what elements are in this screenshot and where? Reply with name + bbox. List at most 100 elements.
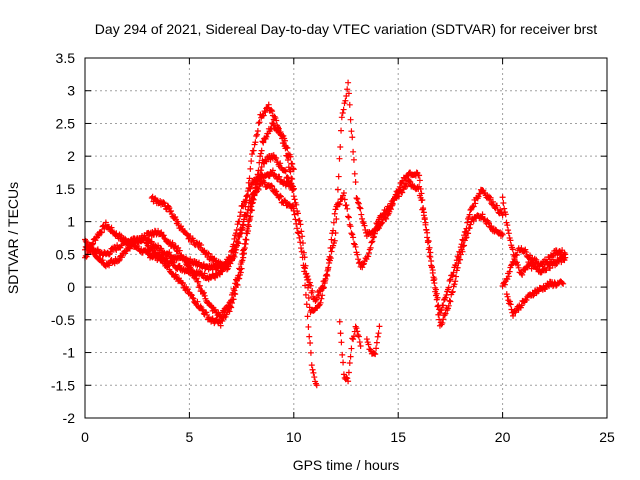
data-point: [253, 178, 260, 185]
data-point: [307, 339, 314, 346]
data-point: [293, 201, 300, 208]
data-points: [82, 79, 569, 389]
data-point: [290, 166, 297, 173]
data-point: [194, 298, 201, 305]
data-point: [505, 230, 512, 237]
data-point: [277, 192, 284, 199]
data-point: [373, 345, 380, 352]
data-point: [376, 323, 383, 330]
data-point: [416, 183, 423, 190]
data-point: [353, 325, 360, 332]
y-axis-label: SDTVAR / TECUs: [5, 182, 21, 294]
data-point: [345, 79, 352, 86]
data-point: [106, 262, 113, 269]
data-point: [158, 245, 165, 252]
data-point: [502, 211, 509, 218]
data-point: [513, 259, 520, 266]
data-point: [500, 200, 507, 207]
data-point: [504, 293, 511, 300]
data-point: [370, 233, 377, 240]
data-point: [304, 276, 311, 283]
data-point: [501, 281, 508, 288]
data-point: [433, 296, 440, 303]
data-point: [244, 193, 251, 200]
data-point: [303, 301, 310, 308]
data-point: [506, 268, 513, 275]
y-tick-label: 2.5: [56, 115, 76, 131]
data-point: [296, 217, 303, 224]
data-point: [345, 214, 352, 221]
data-point: [453, 267, 460, 274]
data-point: [449, 288, 456, 295]
data-point: [301, 268, 308, 275]
data-point: [336, 155, 343, 162]
data-point: [289, 182, 296, 189]
data-point: [294, 229, 301, 236]
data-point: [501, 205, 508, 212]
data-point: [396, 193, 403, 200]
data-point: [241, 211, 248, 218]
data-point: [244, 188, 251, 195]
data-point: [95, 232, 102, 239]
data-point: [453, 273, 460, 280]
data-point: [327, 245, 334, 252]
data-point: [431, 280, 438, 287]
data-point: [343, 202, 350, 209]
data-point: [348, 128, 355, 135]
data-point: [334, 186, 341, 193]
data-point: [302, 291, 309, 298]
data-point: [310, 369, 317, 376]
y-tick-label: -0.5: [51, 312, 75, 328]
data-point: [299, 233, 306, 240]
data-point: [374, 333, 381, 340]
x-tick-label: 25: [599, 429, 615, 445]
data-point: [361, 222, 368, 229]
data-point: [514, 261, 521, 268]
data-point: [228, 257, 235, 264]
data-point: [249, 199, 256, 206]
data-point: [428, 263, 435, 270]
data-point: [438, 306, 445, 313]
data-point: [518, 302, 525, 309]
y-tick-label: 2: [67, 148, 75, 164]
data-point: [231, 253, 238, 260]
series-track-l: [503, 278, 567, 319]
data-point: [527, 252, 534, 259]
data-point: [228, 304, 235, 311]
data-point: [172, 214, 179, 221]
data-point: [118, 254, 125, 261]
data-point: [113, 230, 120, 237]
y-tick-label: -1.5: [51, 377, 75, 393]
data-point: [249, 151, 256, 158]
data-point: [267, 126, 274, 133]
data-point: [452, 278, 459, 285]
data-point: [505, 227, 512, 234]
data-point: [254, 171, 261, 178]
data-point: [445, 284, 452, 291]
data-point: [269, 120, 276, 127]
data-point: [423, 226, 430, 233]
data-point: [273, 188, 280, 195]
data-point: [472, 200, 479, 207]
data-point: [187, 264, 194, 271]
data-point: [289, 165, 296, 172]
data-point: [335, 201, 342, 208]
data-point: [533, 256, 540, 263]
data-point: [294, 225, 301, 232]
data-point: [363, 336, 370, 343]
data-point: [233, 281, 240, 288]
data-point: [369, 238, 376, 245]
data-point: [254, 131, 261, 138]
data-point: [328, 236, 335, 243]
data-point: [160, 199, 167, 206]
data-point: [268, 182, 275, 189]
data-point: [523, 249, 530, 256]
data-point: [375, 330, 382, 337]
data-point: [523, 296, 530, 303]
data-point: [86, 241, 93, 248]
data-point: [379, 214, 386, 221]
data-point: [188, 291, 195, 298]
data-point: [338, 114, 345, 121]
